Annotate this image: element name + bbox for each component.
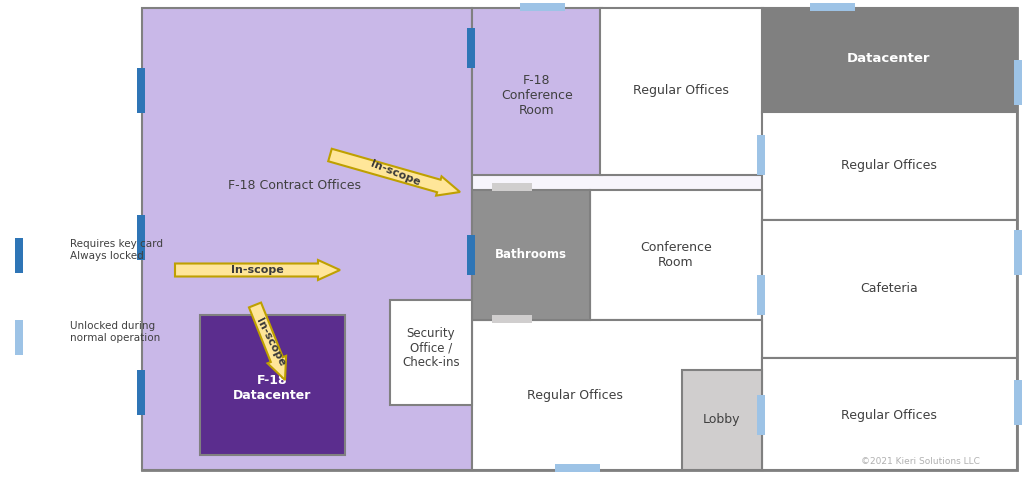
Bar	[467, 235, 475, 275]
Text: Security
Office /
Check-ins: Security Office / Check-ins	[402, 327, 460, 369]
Text: Bathrooms: Bathrooms	[495, 249, 567, 262]
Bar	[757, 135, 765, 175]
Text: Conference
Room: Conference Room	[640, 241, 712, 269]
Bar	[762, 112, 1017, 220]
Text: F-18
Datacenter: F-18 Datacenter	[232, 374, 311, 402]
Bar	[142, 8, 472, 470]
Text: Unlocked during
normal operation: Unlocked during normal operation	[70, 321, 160, 343]
Text: Regular Offices: Regular Offices	[841, 159, 937, 171]
Bar	[472, 190, 590, 320]
Text: F-18 Contract Offices: F-18 Contract Offices	[228, 179, 361, 192]
Bar	[142, 8, 1017, 470]
Bar	[757, 275, 765, 315]
Bar	[492, 183, 532, 191]
Bar	[1014, 60, 1022, 105]
Text: F-18
Conference
Room: F-18 Conference Room	[501, 73, 572, 116]
Bar	[810, 3, 855, 11]
Bar	[467, 28, 475, 68]
Text: Regular Offices: Regular Offices	[527, 388, 623, 401]
Text: ©2021 Kieri Solutions LLC: ©2021 Kieri Solutions LLC	[860, 457, 979, 467]
Bar	[1014, 230, 1022, 275]
Bar	[137, 215, 145, 260]
Bar	[1014, 380, 1022, 425]
FancyArrow shape	[249, 303, 286, 380]
Bar	[520, 3, 565, 11]
Text: In-scope: In-scope	[231, 265, 284, 275]
Bar	[137, 370, 145, 415]
Bar	[15, 320, 23, 355]
Text: Lobby: Lobby	[703, 413, 740, 426]
FancyArrow shape	[175, 260, 340, 280]
Bar	[15, 238, 23, 273]
Bar	[492, 315, 532, 323]
Bar	[472, 320, 762, 470]
Bar	[762, 358, 1017, 470]
Bar	[762, 8, 1017, 113]
Bar	[200, 315, 345, 455]
Bar	[590, 190, 762, 320]
Bar	[472, 8, 602, 175]
Bar	[682, 370, 762, 470]
Text: Regular Offices: Regular Offices	[633, 83, 729, 96]
FancyArrow shape	[329, 149, 460, 195]
Bar	[555, 464, 600, 472]
Bar	[600, 8, 763, 175]
Bar	[762, 220, 1017, 358]
Text: Cafeteria: Cafeteria	[860, 283, 918, 296]
Bar	[390, 300, 472, 405]
Text: In-scope: In-scope	[254, 317, 287, 368]
Text: Requires key card
Always locked: Requires key card Always locked	[70, 239, 163, 261]
Bar	[137, 68, 145, 113]
Text: Regular Offices: Regular Offices	[841, 409, 937, 422]
Text: Datacenter: Datacenter	[847, 52, 931, 65]
Bar	[757, 395, 765, 435]
Text: In-scope: In-scope	[369, 159, 421, 188]
